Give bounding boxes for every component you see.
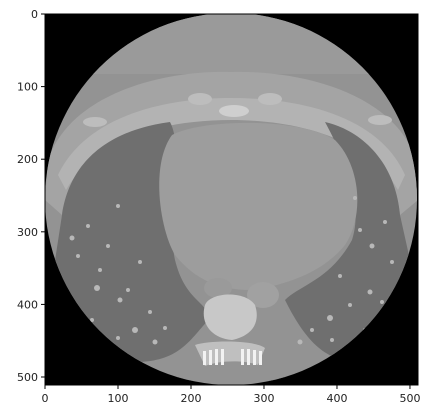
heart bbox=[159, 122, 358, 290]
x-tick-label: 500 bbox=[399, 392, 420, 405]
right-lung bbox=[285, 122, 410, 360]
y-axis: 0 100 200 300 400 500 bbox=[17, 8, 45, 384]
sternum bbox=[219, 105, 249, 117]
x-tick-label: 400 bbox=[326, 392, 347, 405]
y-tick-label: 400 bbox=[17, 298, 38, 311]
y-tick-label: 300 bbox=[17, 226, 38, 239]
y-tick-label: 500 bbox=[17, 371, 38, 384]
x-tick-label: 100 bbox=[107, 392, 128, 405]
y-tick-label: 200 bbox=[17, 153, 38, 166]
axes-frame bbox=[44, 13, 419, 386]
y-tick-label: 100 bbox=[17, 81, 38, 94]
x-tick-label: 200 bbox=[180, 392, 201, 405]
ct-image bbox=[45, 14, 418, 385]
x-axis: 0 100 200 300 400 500 bbox=[42, 385, 420, 405]
vertebra bbox=[203, 294, 257, 340]
posterior-bright-bone bbox=[203, 349, 262, 365]
y-tick-label: 0 bbox=[31, 8, 38, 21]
x-tick-label: 0 bbox=[42, 392, 49, 405]
x-tick-label: 300 bbox=[253, 392, 274, 405]
lung-vessels bbox=[69, 196, 394, 345]
